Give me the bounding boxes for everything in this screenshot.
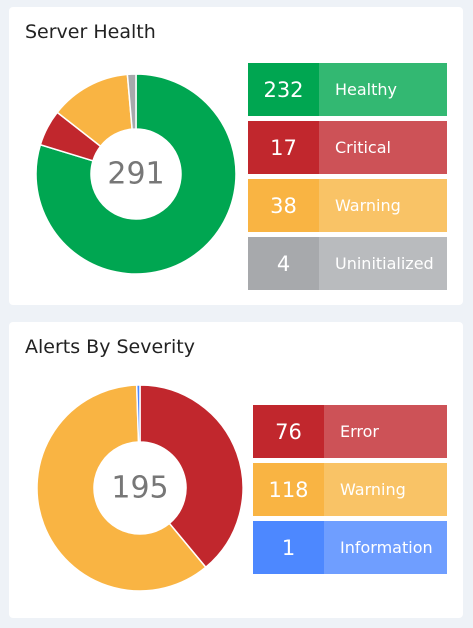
- alerts-slice-error[interactable]: [139, 384, 244, 569]
- alerts-slice-warning[interactable]: [36, 384, 207, 592]
- legend-row-error[interactable]: 76 Error: [253, 405, 447, 458]
- warning-label: Warning: [319, 179, 447, 232]
- error-count: 76: [253, 405, 324, 458]
- alert-warning-label: Warning: [324, 463, 447, 516]
- legend-row-warning[interactable]: 38 Warning: [248, 179, 447, 232]
- uninitialized-count: 4: [248, 237, 319, 290]
- information-label: Information: [324, 521, 447, 574]
- legend-row-information[interactable]: 1 Information: [253, 521, 447, 574]
- alerts-by-severity-card: Alerts By Severity 195 76 Error 118 Warn…: [9, 322, 463, 618]
- legend-row-critical[interactable]: 17 Critical: [248, 121, 447, 174]
- server-health-slice-uninitialized[interactable]: [126, 73, 137, 130]
- server-health-legend: 232 Healthy 17 Critical 38 Warning 4 Uni…: [248, 63, 447, 290]
- server-health-title: Server Health: [25, 21, 156, 43]
- alerts-legend: 76 Error 118 Warning 1 Information: [253, 405, 447, 574]
- legend-row-warning[interactable]: 118 Warning: [253, 463, 447, 516]
- warning-count: 38: [248, 179, 319, 232]
- server-health-donut-chart: 291: [35, 73, 237, 275]
- server-health-total: 291: [107, 157, 164, 192]
- uninitialized-label: Uninitialized: [319, 237, 447, 290]
- error-label: Error: [324, 405, 447, 458]
- critical-count: 17: [248, 121, 319, 174]
- alerts-donut-chart: 195: [36, 384, 244, 592]
- healthy-count: 232: [248, 63, 319, 116]
- alerts-slice-information[interactable]: [135, 384, 141, 443]
- legend-row-healthy[interactable]: 232 Healthy: [248, 63, 447, 116]
- alerts-by-severity-title: Alerts By Severity: [25, 336, 195, 358]
- alert-warning-count: 118: [253, 463, 324, 516]
- legend-row-uninitialized[interactable]: 4 Uninitialized: [248, 237, 447, 290]
- alerts-total: 195: [111, 471, 168, 506]
- server-health-card: Server Health 291 232 Healthy 17 Critica…: [9, 7, 463, 305]
- information-count: 1: [253, 521, 324, 574]
- critical-label: Critical: [319, 121, 447, 174]
- server-health-slice-healthy[interactable]: [35, 73, 237, 275]
- healthy-label: Healthy: [319, 63, 447, 116]
